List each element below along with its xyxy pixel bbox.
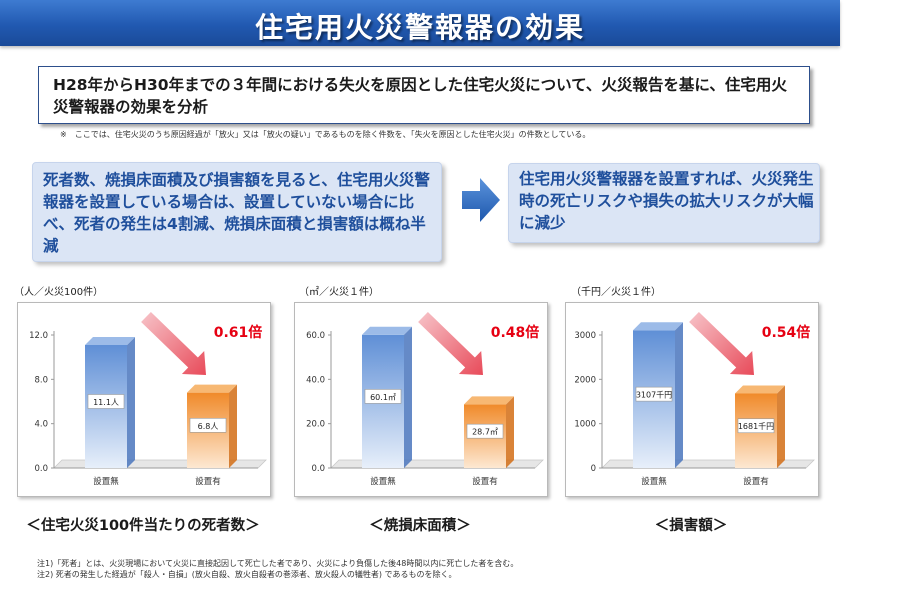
bar-value-label: 3107千円 [636, 390, 672, 400]
bar-side [404, 326, 412, 468]
category-label: 設置無 [641, 476, 667, 487]
finding-text: 死者数、焼損床面積及び損害額を見ると、住宅用火災警報器を設置している場合は、設置… [43, 171, 430, 255]
note-line: 注1)「死者」とは、火災現場において火災に直接起因して死亡した者であり、火災によ… [37, 559, 519, 568]
notes: 注1)「死者」とは、火災現場において火災に直接起因して死亡した者であり、火災によ… [37, 558, 857, 580]
damage-amount-chart: 0 1000 2000 3000 3107千円 設置無 1681千円 設置有 0.54倍 [565, 302, 819, 497]
conclusion-text: 住宅用火災警報器を設置すれば、火災発生時の死亡リスクや損失の拡大リスクが大幅に減… [519, 170, 814, 232]
intro-box: H28年からH30年までの３年間における失火を原因とした住宅火災について、火災報… [38, 66, 810, 124]
bar-label-box [737, 418, 775, 434]
bar-side [127, 336, 135, 468]
conclusion-box: 住宅用火災警報器を設置すれば、火災発生時の死亡リスクや損失の拡大リスクが大幅に減… [508, 163, 820, 243]
decline-arrow-icon [418, 312, 483, 375]
decline-arrow-icon [689, 312, 754, 375]
chart-unit-label: （人／火災100件） [14, 287, 104, 298]
y-tick-label: 1000 [574, 420, 596, 430]
bar-top [187, 384, 237, 393]
intro-text: H28年からH30年までの３年間における失火を原因とした住宅火災について、火災報… [53, 76, 787, 116]
y-tick-label: 60.0 [306, 331, 325, 341]
category-label: 設置有 [743, 476, 769, 487]
category-label: 設置有 [472, 476, 498, 487]
bar-label-box [87, 394, 125, 409]
title-bar: 住宅用火災警報器の効果 [0, 0, 840, 46]
y-tick-label: 3000 [574, 331, 596, 341]
bar-value-label: 11.1人 [93, 398, 119, 407]
y-tick-label: 20.0 [306, 420, 325, 430]
chart-unit-label: （千円／火災１件） [571, 287, 661, 298]
y-tick-label: 0 [591, 464, 596, 474]
bar-label-box [189, 418, 227, 433]
y-tick-label: 2000 [574, 375, 596, 385]
y-tick-label: 0.0 [34, 464, 48, 474]
y-tick-label: 0.0 [311, 464, 325, 474]
bar-side [229, 384, 237, 468]
bar-value-label: 28.7㎡ [472, 428, 498, 437]
category-label: 設置有 [195, 476, 221, 487]
bar-top [464, 396, 514, 405]
bar-top [633, 322, 683, 331]
finding-box: 死者数、焼損床面積及び損害額を見ると、住宅用火災警報器を設置している場合は、設置… [32, 162, 442, 262]
y-tick-label: 4.0 [34, 420, 48, 430]
bar-side [777, 385, 785, 468]
bar-side [506, 396, 514, 468]
bar-top [362, 326, 412, 335]
ratio-label: 0.61倍 [214, 324, 263, 341]
deaths-chart: 0.0 4.0 8.0 12.0 11.1人設置無 6.8人設置有 0.61倍 [17, 302, 271, 497]
right-arrow-icon [462, 178, 500, 222]
category-label: 設置無 [93, 476, 119, 487]
chart-caption: ＜焼損床面積＞ [369, 518, 471, 534]
bar-top [85, 336, 135, 345]
bar-top [735, 385, 785, 394]
chart-caption: ＜住宅火災100件当たりの死者数＞ [26, 518, 260, 534]
bar-label-box [364, 389, 402, 404]
bar-value-label: 6.8人 [198, 422, 219, 431]
page-title: 住宅用火災警報器の効果 [254, 11, 585, 44]
bar-label-box [466, 423, 504, 439]
bar-value-label: 60.1㎡ [370, 393, 396, 402]
bar-label-box [635, 386, 673, 402]
chart-caption: ＜損害額＞ [654, 518, 728, 534]
ratio-label: 0.48倍 [491, 324, 540, 341]
category-label: 設置無 [370, 476, 396, 487]
top-footnote: ※ ここでは、住宅火災のうち原因経過が「放火」又は「放火の疑い」であるものを除く… [60, 130, 591, 139]
chart-unit-label: （㎡／火災１件） [299, 287, 379, 298]
note-line: 注2) 死者の発生した経過が「殺人・自損」(放火自殺、放火自殺者の巻添者、放火殺… [37, 570, 457, 579]
bar-side [675, 322, 683, 468]
y-tick-label: 40.0 [306, 375, 325, 385]
ratio-label: 0.54倍 [762, 324, 811, 341]
y-tick-label: 12.0 [29, 331, 48, 341]
decline-arrow-icon [141, 312, 206, 375]
y-tick-label: 8.0 [34, 375, 48, 385]
bar-value-label: 1681千円 [738, 421, 774, 431]
